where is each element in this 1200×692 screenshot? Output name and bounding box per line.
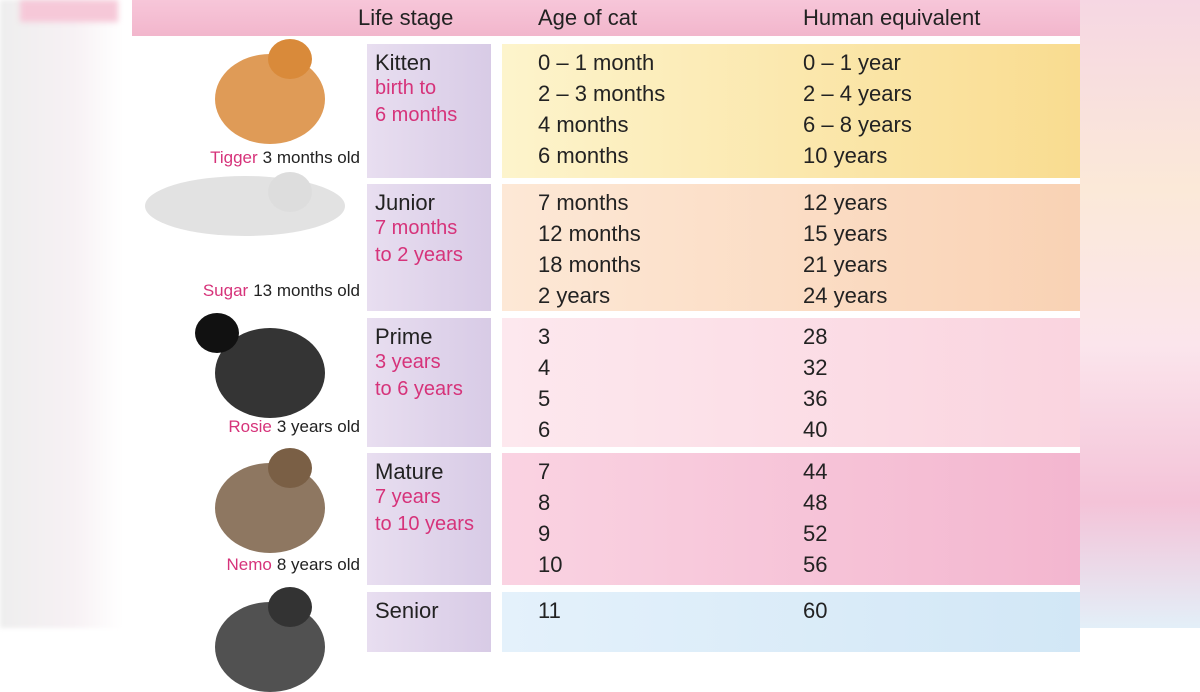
cat-age: 2 years bbox=[538, 283, 611, 308]
human-age: 21 years bbox=[803, 252, 888, 277]
stage-cell bbox=[367, 184, 491, 311]
human-age: 32 bbox=[803, 355, 828, 380]
cat-name: Tigger bbox=[210, 148, 258, 167]
cat-age: 10 bbox=[538, 552, 563, 577]
cat-caption: Sugar 13 months old bbox=[203, 281, 360, 301]
data-cell bbox=[502, 318, 1080, 447]
human-age: 52 bbox=[803, 521, 828, 546]
cat-age: 12 months bbox=[538, 221, 641, 246]
stage-name: Mature bbox=[375, 459, 444, 484]
human-age: 0 – 1 year bbox=[803, 50, 901, 75]
stage-cell bbox=[367, 44, 491, 178]
stage-range: 6 months bbox=[375, 104, 458, 126]
human-age: 10 years bbox=[803, 143, 888, 168]
stage-range: 7 years bbox=[375, 486, 441, 508]
cat-name: Nemo bbox=[226, 555, 272, 574]
cat-age: 6 bbox=[538, 417, 551, 442]
data-cell bbox=[502, 44, 1080, 178]
stage-range: to 6 years bbox=[375, 378, 463, 400]
cat-age: 2 – 3 months bbox=[538, 81, 666, 106]
cat-age: 18 months bbox=[538, 252, 641, 277]
human-age: 28 bbox=[803, 324, 828, 349]
human-age: 40 bbox=[803, 417, 828, 442]
cat-body bbox=[145, 176, 345, 236]
stage-name: Prime bbox=[375, 324, 433, 349]
cat-age: 7 bbox=[538, 459, 551, 484]
stage-name: Junior bbox=[375, 190, 435, 215]
cat-head bbox=[268, 172, 312, 212]
human-age: 60 bbox=[803, 598, 828, 623]
cat-age: 0 – 1 month bbox=[538, 50, 655, 75]
stage-range: birth to bbox=[375, 77, 437, 99]
human-age: 36 bbox=[803, 386, 828, 411]
cat-age: 6 months bbox=[538, 143, 629, 168]
cat-head bbox=[195, 313, 239, 353]
cat-head bbox=[268, 587, 312, 627]
cat-age: 4 months bbox=[538, 112, 629, 137]
cat-caption: Tigger 3 months old bbox=[210, 148, 360, 168]
header-cell: Age of cat bbox=[538, 5, 638, 30]
human-age: 56 bbox=[803, 552, 828, 577]
cat-name: Sugar bbox=[202, 281, 249, 300]
header-cell: Life stage bbox=[358, 5, 454, 30]
human-age: 2 – 4 years bbox=[803, 81, 912, 106]
human-age: 48 bbox=[803, 490, 828, 515]
human-age: 6 – 8 years bbox=[803, 112, 912, 137]
stage-cell bbox=[367, 318, 491, 447]
stage-name: Kitten bbox=[375, 50, 432, 75]
stage-range: to 10 years bbox=[375, 513, 474, 535]
cat-age: 11 bbox=[538, 598, 561, 623]
cat-age-caption: 13 months old bbox=[253, 281, 360, 300]
cat-age-caption: 3 months old bbox=[262, 148, 360, 167]
cat-head bbox=[268, 448, 312, 488]
cat-name: Rosie bbox=[228, 417, 272, 436]
stage-name: Senior bbox=[375, 598, 439, 623]
cat-caption: Rosie 3 years old bbox=[228, 417, 360, 437]
left-blur bbox=[0, 0, 122, 628]
cat-caption: Nemo 8 years old bbox=[226, 555, 360, 575]
stage-range: to 2 years bbox=[375, 244, 463, 266]
human-age: 44 bbox=[803, 459, 828, 484]
cat-age: 3 bbox=[538, 324, 551, 349]
header-cell: Human equivalent bbox=[803, 5, 981, 30]
right-blur bbox=[1080, 0, 1200, 628]
cat-head bbox=[268, 39, 312, 79]
cat-age: 9 bbox=[538, 521, 551, 546]
cat-age: 5 bbox=[538, 386, 551, 411]
data-cell bbox=[502, 184, 1080, 311]
human-age: 12 years bbox=[803, 190, 888, 215]
data-cell bbox=[502, 453, 1080, 585]
stage-range: 3 years bbox=[375, 351, 441, 373]
cat-age: 8 bbox=[538, 490, 551, 515]
human-age: 15 years bbox=[803, 221, 888, 246]
stage-cell bbox=[367, 453, 491, 585]
header-band bbox=[132, 0, 1080, 36]
human-age: 24 years bbox=[803, 283, 888, 308]
cat-age: 7 months bbox=[538, 190, 629, 215]
data-cell bbox=[502, 592, 1080, 652]
cat-age-caption: 3 years old bbox=[276, 417, 360, 436]
header-band-left bbox=[20, 0, 118, 22]
cat-age: 4 bbox=[538, 355, 551, 380]
stage-range: 7 months bbox=[375, 217, 458, 239]
cat-age-caption: 8 years old bbox=[276, 555, 360, 574]
